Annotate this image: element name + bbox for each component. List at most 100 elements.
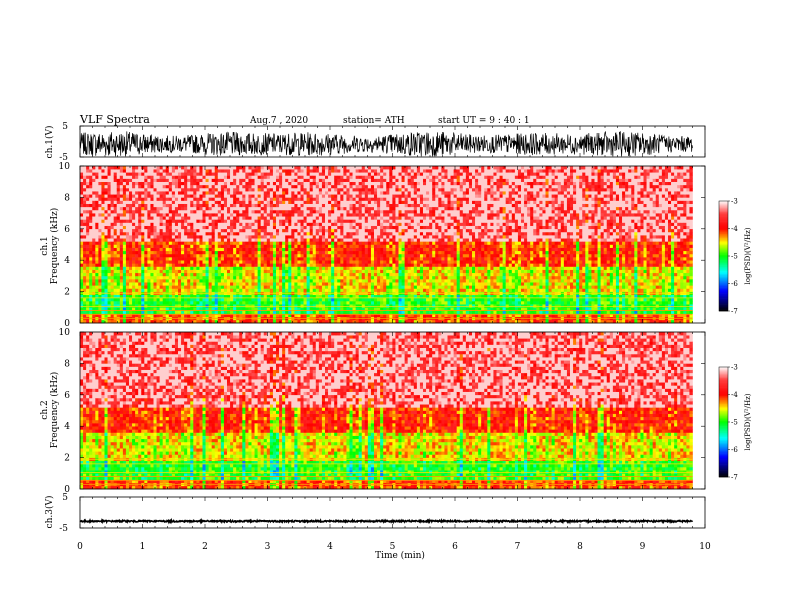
spectrogram-cell [160, 185, 163, 188]
spectrogram-cell [86, 254, 89, 257]
spectrogram-cell [218, 175, 221, 178]
spectrogram-cell [337, 304, 340, 307]
spectrogram-cell [252, 304, 255, 307]
spectrogram-cell [83, 270, 86, 273]
spectrogram-cell [147, 219, 150, 222]
spectrogram-cell [83, 254, 86, 257]
spectrogram-cell [108, 232, 111, 235]
spectrogram-cell [371, 207, 374, 210]
spectrogram-cell [181, 182, 184, 185]
spectrogram-cell [239, 260, 242, 263]
spectrogram-cell [245, 188, 248, 191]
spectrogram-cell [273, 279, 276, 282]
spectrogram-cell [282, 213, 285, 216]
spectrogram-cell [224, 210, 227, 213]
spectrogram-cell [212, 213, 215, 216]
spectrogram-cell [157, 260, 160, 263]
spectrogram-cell [236, 201, 239, 204]
spectrogram-cell [98, 232, 101, 235]
spectrogram-cell [297, 298, 300, 301]
spectrogram-cell [273, 260, 276, 263]
spectrogram-cell [138, 188, 141, 191]
spectrogram-cell [172, 191, 175, 194]
spectrogram-cell [144, 229, 147, 232]
spectrogram-cell [154, 229, 157, 232]
spectrogram-cell [316, 204, 319, 207]
spectrogram-cell [114, 282, 117, 285]
spectrogram-cell [206, 235, 209, 238]
spectrogram-cell [150, 288, 153, 291]
spectrogram-cell [340, 191, 343, 194]
ch1-spectrogram-channel-label: ch.1 [40, 236, 50, 255]
spectrogram-cell [150, 175, 153, 178]
spectrogram-cell [150, 179, 153, 182]
spectrogram-cell [340, 182, 343, 185]
spectrogram-cell [209, 197, 212, 200]
spectrogram-cell [105, 207, 108, 210]
spectrogram-cell [294, 241, 297, 244]
spectrogram-cell [356, 266, 359, 269]
spectrogram-cell [233, 179, 236, 182]
spectrogram-cell [230, 194, 233, 197]
spectrogram-cell [297, 282, 300, 285]
spectrogram-cell [187, 172, 190, 175]
spectrogram-cell [264, 298, 267, 301]
spectrogram-cell [288, 216, 291, 219]
spectrogram-cell [273, 172, 276, 175]
spectrogram-cell [89, 310, 92, 313]
spectrogram-cell [313, 298, 316, 301]
spectrogram-cell [346, 270, 349, 273]
spectrogram-cell [239, 251, 242, 254]
spectrogram-cell [377, 263, 380, 266]
spectrogram-cell [199, 301, 202, 304]
spectrogram-cell [334, 229, 337, 232]
spectrogram-cell [328, 194, 331, 197]
spectrogram-cell [154, 301, 157, 304]
spectrogram-cell [203, 288, 206, 291]
spectrogram-cell [334, 260, 337, 263]
spectrogram-cell [294, 210, 297, 213]
spectrogram-cell [282, 232, 285, 235]
spectrogram-cell [371, 223, 374, 226]
spectrogram-cell [132, 266, 135, 269]
spectrogram-cell [359, 273, 362, 276]
spectrogram-cell [218, 310, 221, 313]
spectrogram-cell [236, 282, 239, 285]
spectrogram-cell [203, 216, 206, 219]
spectrogram-cell [291, 204, 294, 207]
spectrogram-cell [203, 229, 206, 232]
spectrogram-cell [120, 201, 123, 204]
spectrogram-cell [340, 179, 343, 182]
spectrogram-cell [353, 238, 356, 241]
spectrogram-cell [359, 213, 362, 216]
spectrogram-cell [371, 245, 374, 248]
spectrogram-cell [334, 179, 337, 182]
spectrogram-cell [157, 254, 160, 257]
spectrogram-cell [98, 279, 101, 282]
spectrogram-cell [169, 204, 172, 207]
spectrogram-cell [150, 219, 153, 222]
spectrogram-cell [111, 285, 114, 288]
spectrogram-cell [304, 260, 307, 263]
spectrogram-cell [169, 266, 172, 269]
spectrogram-cell [86, 263, 89, 266]
spectrogram-cell [258, 229, 261, 232]
spectrogram-cell [245, 257, 248, 260]
spectrogram-cell [374, 204, 377, 207]
spectrogram-cell [252, 185, 255, 188]
spectrogram-cell [193, 298, 196, 301]
spectrogram-cell [98, 179, 101, 182]
spectrogram-cell [310, 238, 313, 241]
spectrogram-cell [322, 254, 325, 257]
spectrogram-cell [331, 175, 334, 178]
spectrogram-cell [138, 241, 141, 244]
spectrogram-cell [184, 223, 187, 226]
spectrogram-cell [261, 298, 264, 301]
spectrogram-cell [150, 188, 153, 191]
spectrogram-cell [215, 301, 218, 304]
spectrogram-cell [362, 179, 365, 182]
spectrogram-cell [193, 304, 196, 307]
spectrogram-cell [190, 245, 193, 248]
spectrogram-cell [310, 201, 313, 204]
spectrogram-cell [368, 279, 371, 282]
